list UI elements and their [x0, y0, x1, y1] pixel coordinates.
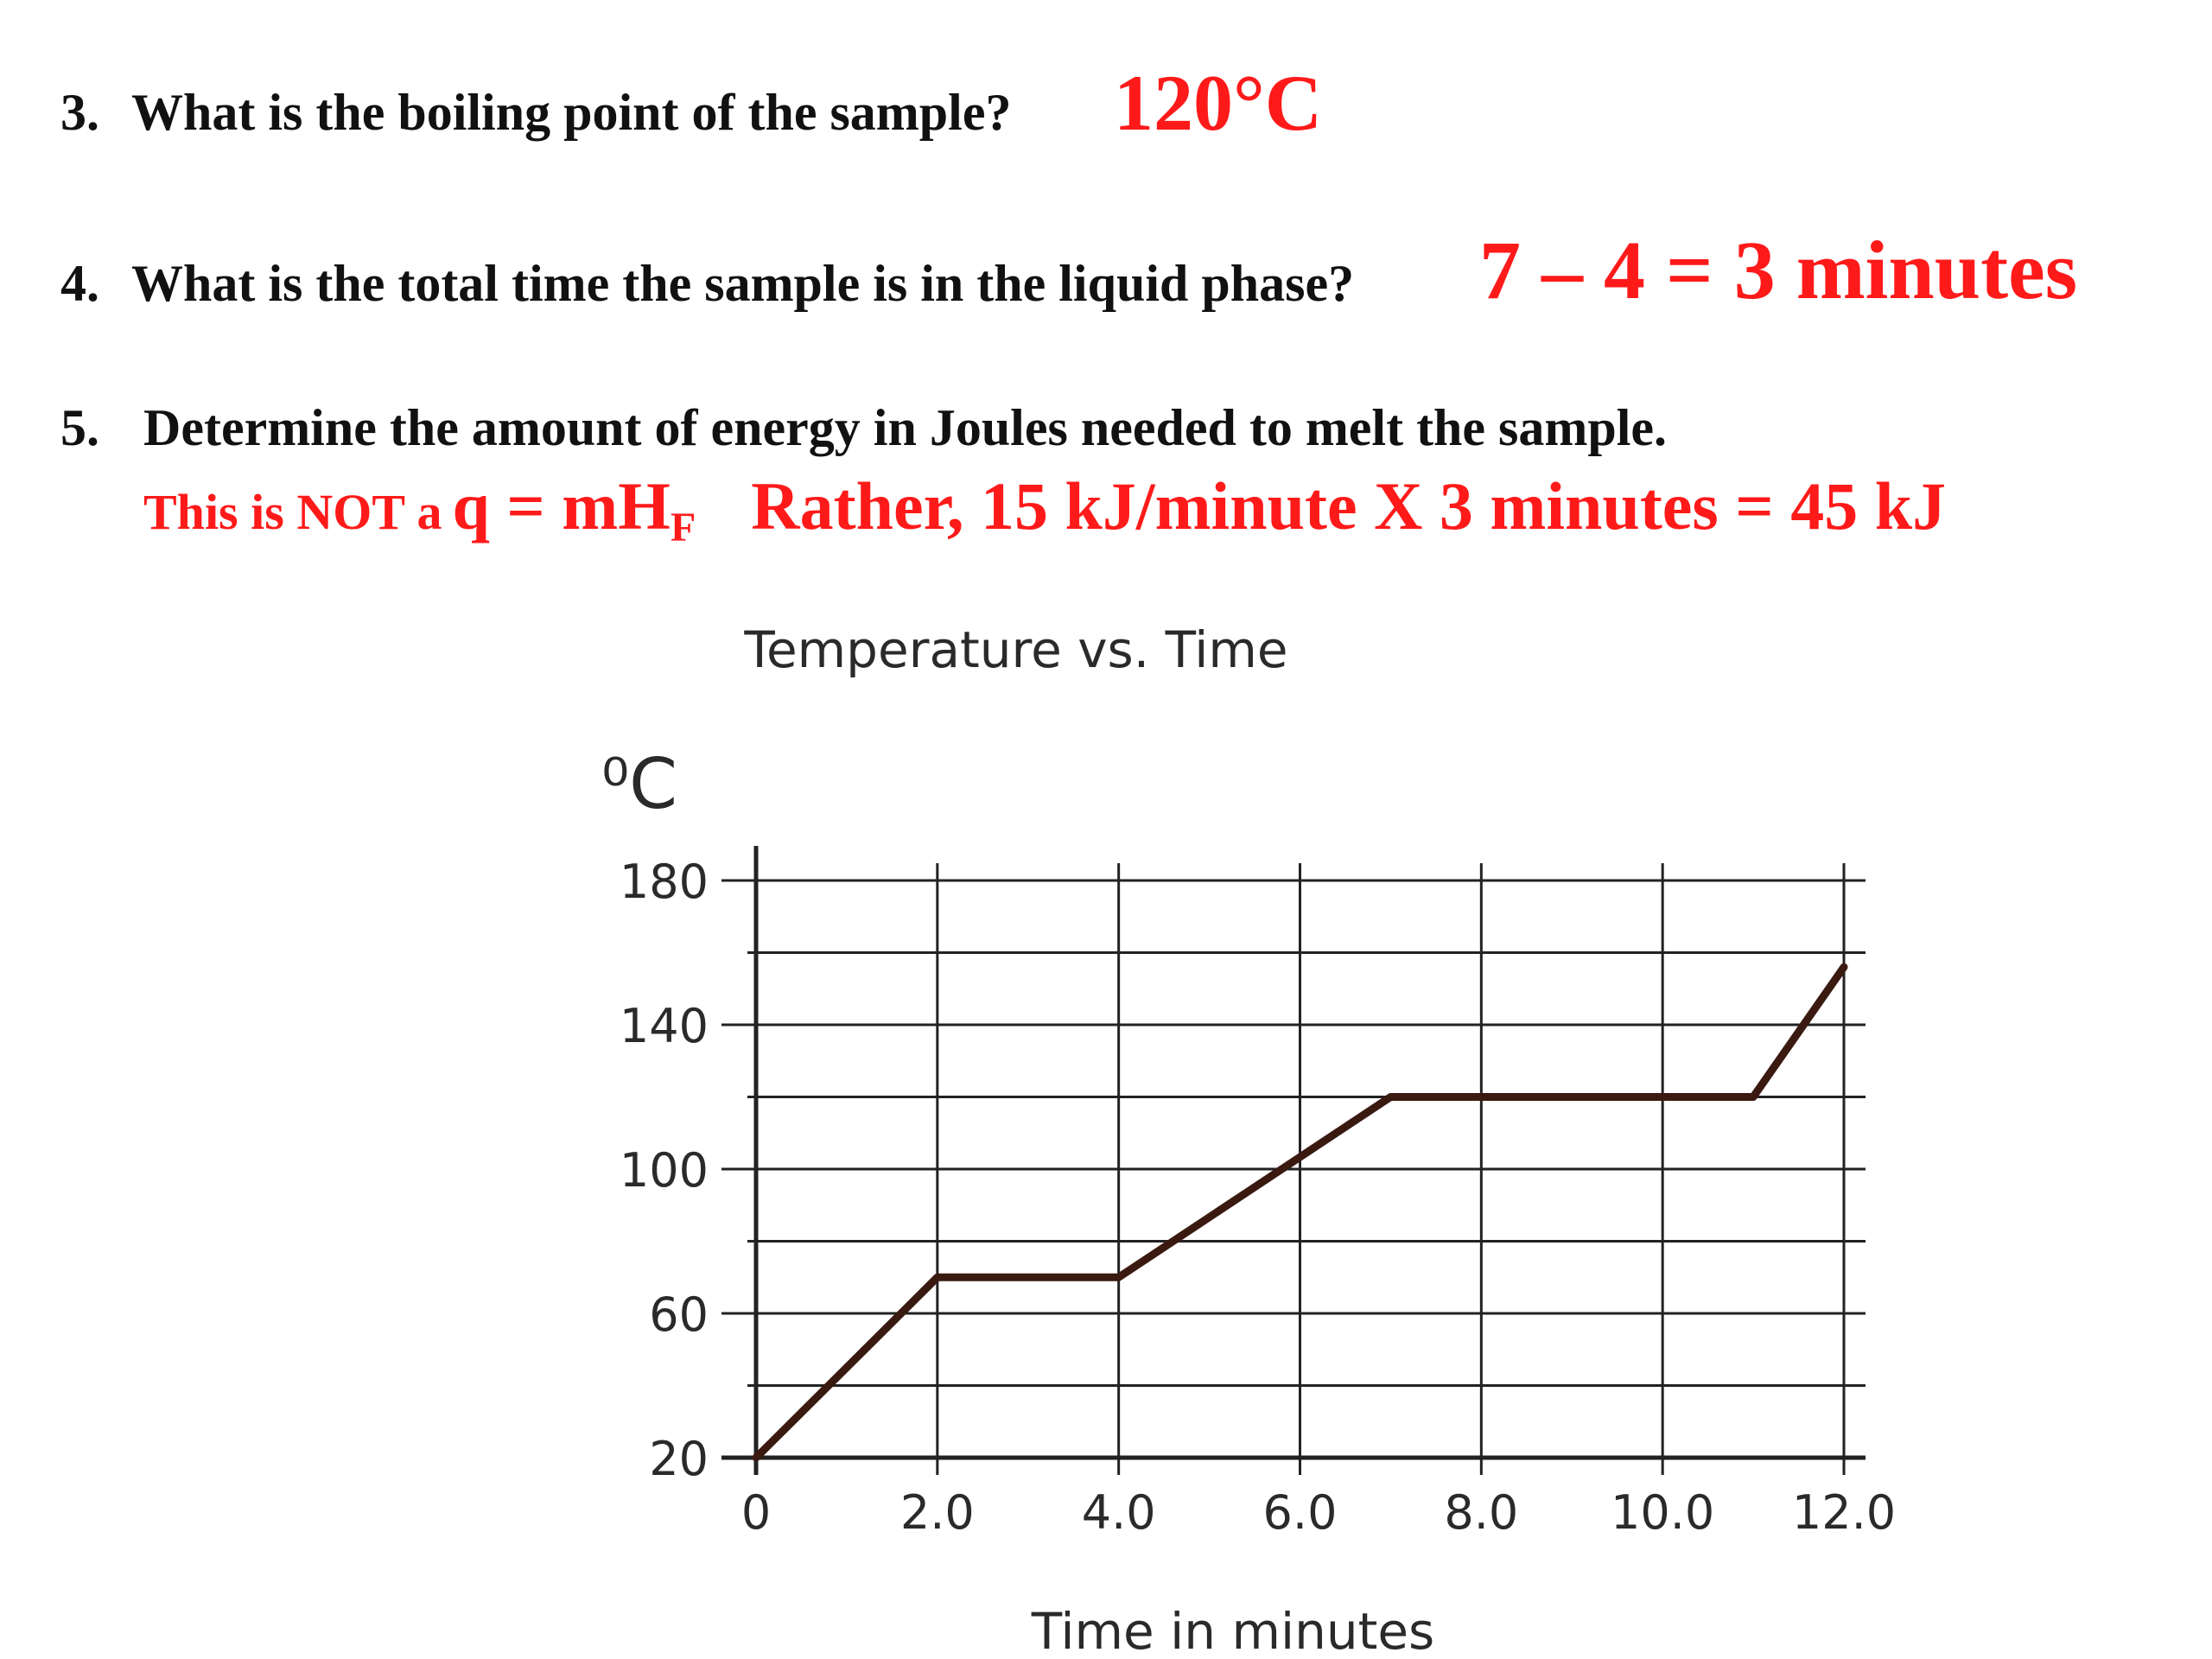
x-tick-label: 2.0 [900, 1485, 975, 1540]
answer: 7 – 4 = 3 minutes [1479, 224, 2077, 316]
y-tick-label: 20 [649, 1432, 709, 1486]
answer: 120°C [1114, 59, 1322, 147]
data-line [752, 963, 1848, 1462]
chart-title: Temperature vs. Time [743, 620, 1287, 679]
question-text: What is the boiling point of the sample? [131, 84, 1011, 141]
answer-formula: q = mH [452, 468, 670, 543]
x-axis-label: Time in minutes [1031, 1602, 1434, 1659]
y-tick-label: 180 [620, 855, 709, 909]
answer-subscript: F [671, 505, 696, 550]
x-tick-label: 4.0 [1082, 1485, 1156, 1540]
question-text: Determine the amount of energy in Joules… [143, 399, 1667, 456]
x-tick-label: 0 [741, 1485, 771, 1540]
x-tick-label: 12.0 [1792, 1485, 1896, 1540]
x-tick-label: 10.0 [1611, 1485, 1714, 1540]
answer-rather: Rather, 15 kJ/minute X 3 minutes = 45 kJ [751, 468, 1946, 543]
y-unit: ⁰C [601, 744, 677, 824]
x-tick-label: 8.0 [1444, 1485, 1518, 1540]
question-text: What is the total time the sample is in … [131, 255, 1354, 312]
question-number: 3. [60, 84, 99, 141]
y-tick-label: 60 [649, 1287, 709, 1342]
x-tick-label: 6.0 [1263, 1485, 1338, 1540]
y-tick-label: 140 [620, 999, 709, 1053]
question-number: 4. [60, 255, 99, 312]
chart: Temperature vs. Time ⁰C Time in minutes … [601, 620, 1896, 1659]
answer-note: This is NOT a [143, 484, 442, 540]
y-tick-label: 100 [620, 1143, 709, 1198]
answer-line: This is NOT a q = mHF Rather, 15 kJ/minu… [143, 468, 1946, 550]
question-number: 5. [60, 399, 99, 456]
